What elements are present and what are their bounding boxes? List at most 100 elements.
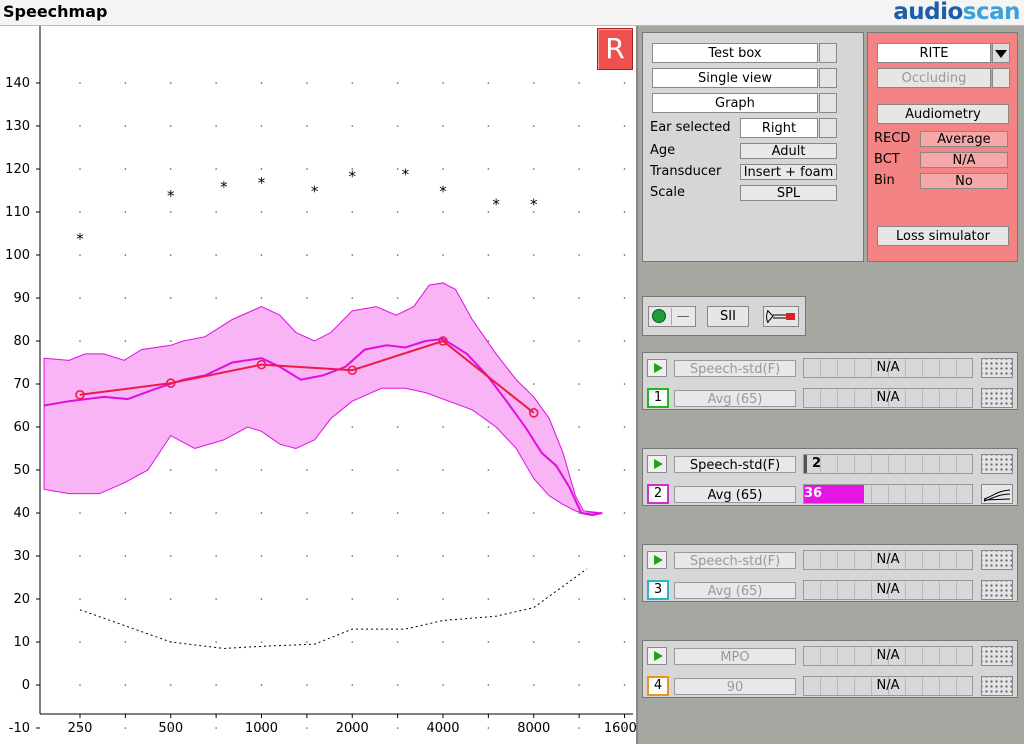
test-box-button[interactable]: Test box [652, 43, 818, 63]
grid-dot [532, 641, 535, 643]
level-select[interactable]: Avg (65) [674, 582, 796, 599]
device-panel: RITE Occluding Audiometry RECD Average B… [867, 32, 1018, 262]
stimulus-select[interactable]: Speech-std(F) [674, 360, 796, 377]
grid-dot [487, 684, 490, 686]
grid-dot [351, 684, 354, 686]
grid-dot [623, 340, 626, 342]
grid-dot [487, 426, 490, 428]
style-dropdown-button[interactable] [992, 43, 1010, 63]
grid-dot [215, 512, 217, 514]
grid-dot [260, 727, 263, 729]
age-label: Age [650, 143, 676, 158]
y-tick-label: 120 [5, 162, 30, 177]
test-number-2[interactable]: 2 [647, 484, 669, 504]
curve-options-button[interactable] [981, 358, 1013, 378]
grid-dot [351, 727, 354, 729]
stimulus-select[interactable]: MPO [674, 648, 796, 665]
play-button[interactable] [647, 359, 667, 377]
bct-value[interactable]: N/A [920, 152, 1008, 168]
bin-value[interactable]: No [920, 173, 1008, 189]
curve-options-button[interactable] [981, 550, 1013, 570]
ucl-star: * [220, 178, 228, 196]
stimulus-select[interactable]: Speech-std(F) [674, 552, 796, 569]
curve-options-button[interactable] [981, 646, 1013, 666]
grid-dot [169, 555, 172, 557]
single-view-toggle[interactable] [819, 68, 837, 88]
x-tick-label: 8000 [517, 721, 550, 736]
app-title: Speechmap [3, 2, 108, 21]
speech-band-area [43, 282, 603, 514]
level-select[interactable]: 90 [674, 678, 796, 695]
grid-dot [532, 727, 535, 729]
hearing-aid-style-select[interactable]: RITE [877, 43, 991, 63]
grid-dot [623, 125, 626, 127]
curve-options-button-2[interactable] [981, 388, 1013, 408]
level-value: N/A [876, 390, 900, 405]
grid-dot [124, 211, 127, 213]
audiometry-button[interactable]: Audiometry [877, 104, 1009, 124]
ear-selected-value[interactable]: Right [740, 118, 818, 138]
ucl-star: * [492, 195, 500, 213]
audioscan-logo: audioscan [893, 0, 1020, 25]
test-number-4[interactable]: 4 [647, 676, 669, 696]
curve-options-button-2[interactable] [981, 580, 1013, 600]
occluding-toggle[interactable] [992, 68, 1010, 88]
level-select[interactable]: Avg (65) [674, 486, 796, 503]
ucl-star: * [439, 183, 447, 201]
sii-button[interactable]: SII [707, 306, 749, 327]
stimulus-select[interactable]: Speech-std(F) [674, 456, 796, 473]
grid-dot [79, 125, 81, 127]
setup-panel: Test box Single view Graph Ear selected … [642, 32, 864, 262]
play-button[interactable] [647, 551, 667, 569]
record-control[interactable] [648, 306, 696, 327]
x-tick-label: 16000 [604, 721, 636, 736]
probe-tube-button[interactable] [763, 306, 799, 327]
play-button[interactable] [647, 647, 667, 665]
grid-dot [79, 512, 81, 514]
level-select[interactable]: Avg (65) [674, 390, 796, 407]
recd-value[interactable]: Average [920, 131, 1008, 147]
age-value[interactable]: Adult [740, 143, 837, 159]
scale-value[interactable]: SPL [740, 185, 837, 201]
grid-dot [623, 383, 626, 385]
ucl-star: * [76, 230, 84, 248]
right-ear-badge[interactable]: R [597, 28, 633, 70]
single-view-button[interactable]: Single view [652, 68, 818, 88]
target-point [165, 378, 176, 388]
grid-dot [396, 211, 399, 213]
curve-options-button-2[interactable] [981, 676, 1013, 696]
grid-dot [532, 82, 535, 84]
grid-dot [79, 555, 81, 557]
grid-dot [623, 684, 626, 686]
transducer-value[interactable]: Insert + foam [740, 164, 837, 180]
transducer-label: Transducer [650, 164, 722, 179]
graph-toggle[interactable] [819, 93, 837, 113]
graph-button[interactable]: Graph [652, 93, 818, 113]
grid-dot [396, 641, 399, 643]
x-tick-label: 1000 [245, 721, 278, 736]
y-tick-label: 90 [13, 291, 30, 306]
grid-dot [351, 254, 354, 256]
ucl-star: * [402, 165, 410, 183]
play-button[interactable] [647, 455, 667, 473]
grid-dot [124, 297, 127, 299]
ear-selected-toggle[interactable] [819, 118, 837, 138]
level-meter-fill [804, 485, 864, 503]
grid-dot [79, 297, 81, 299]
loss-simulator-button[interactable]: Loss simulator [877, 226, 1009, 246]
grid-dot [169, 211, 172, 213]
grid-dot [442, 469, 444, 471]
test-box-toggle[interactable] [819, 43, 837, 63]
grid-dot [623, 555, 626, 557]
test-number-3[interactable]: 3 [647, 580, 669, 600]
curve-style-button[interactable] [981, 484, 1013, 504]
grid-dot [396, 426, 399, 428]
grid-dot [623, 512, 626, 514]
level-meter: N/A [803, 388, 973, 408]
test-number-1[interactable]: 1 [647, 388, 669, 408]
occluding-button[interactable]: Occluding [877, 68, 991, 88]
grid-dot [623, 211, 626, 213]
grid-dot [124, 684, 127, 686]
curve-options-button[interactable] [981, 454, 1013, 474]
level-value: N/A [876, 582, 900, 597]
